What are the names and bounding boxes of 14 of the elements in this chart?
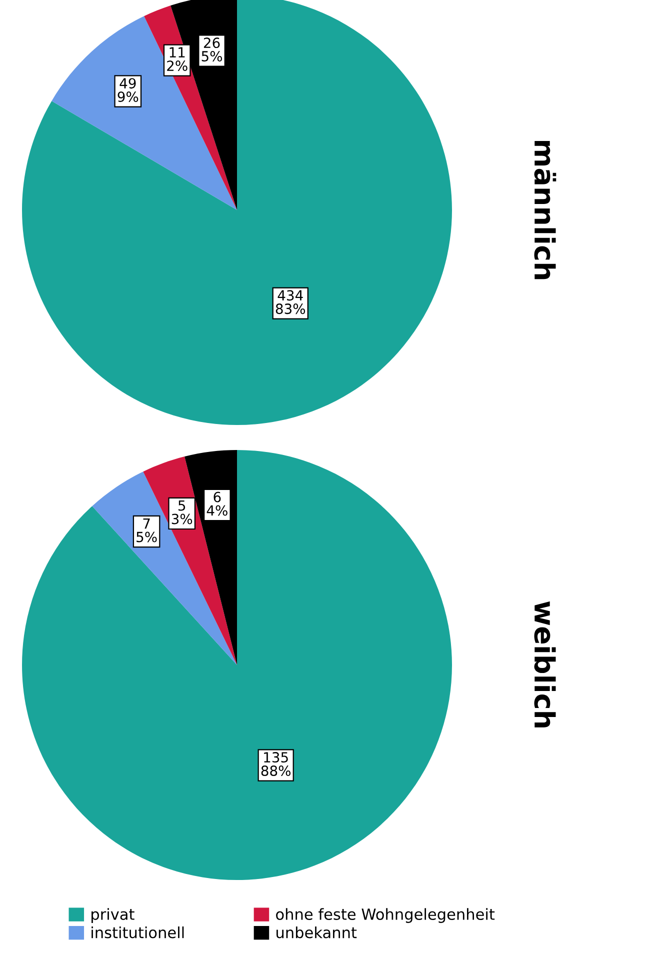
text: weiblich — [534, 601, 556, 728]
legend-label: ohne feste Wohngelegenheit — [276, 908, 495, 923]
data-label: 49 9% — [118, 78, 138, 102]
text: männlich — [534, 141, 556, 280]
legend-label: unbekannt — [276, 926, 357, 938]
legend-label: privat — [92, 908, 134, 923]
legend-label: institutionell — [92, 926, 184, 938]
data-label: 6 4% — [206, 492, 228, 516]
data-label: 135 88% — [261, 752, 290, 776]
data-label: 7 5% — [136, 518, 157, 542]
data-label: 434 83% — [276, 290, 306, 314]
data-label: 26 5% — [202, 38, 222, 62]
data-label: 5 3% — [172, 500, 192, 524]
data-label: 11 2% — [167, 47, 188, 72]
